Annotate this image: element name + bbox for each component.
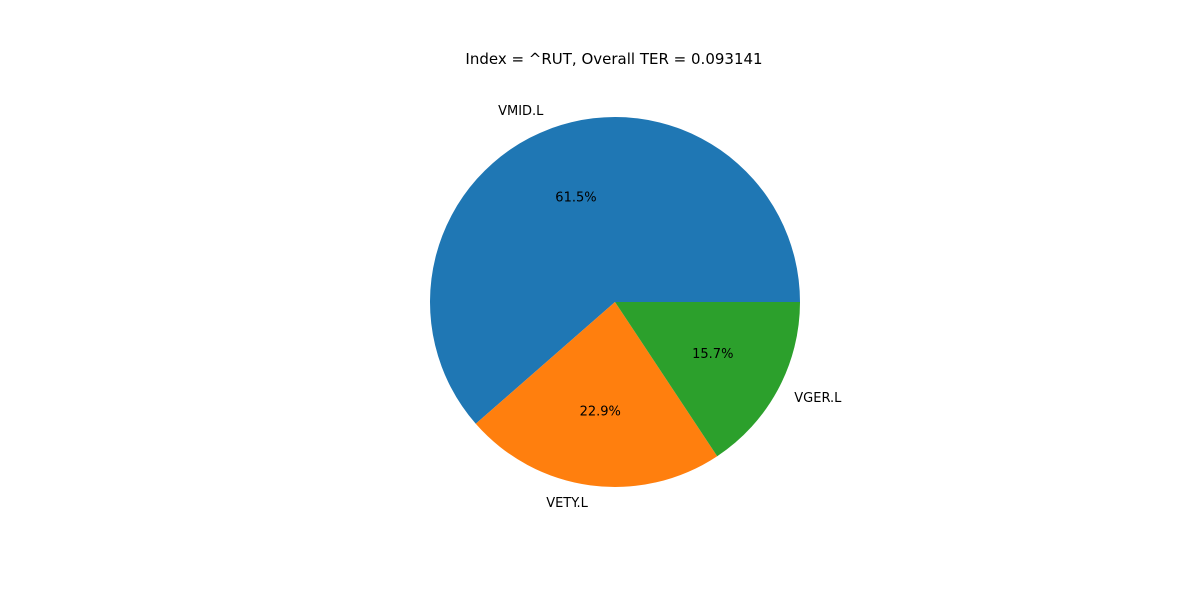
chart-title: Index = ^RUT, Overall TER = 0.093141 — [465, 50, 762, 68]
pie-slice-vmid-l — [430, 117, 800, 424]
pie-slice-vety-l — [475, 302, 718, 487]
slice-label: VETY.L — [546, 496, 588, 511]
slice-label: VMID.L — [498, 104, 544, 119]
slice-percent-label: 61.5% — [555, 191, 596, 206]
pie-slice-vger-l — [615, 302, 800, 457]
pie-labels: VMID.L 61.5% VETY.L 22.9% VGER.L 15.7% — [498, 104, 842, 511]
slice-percent-label: 15.7% — [692, 347, 733, 362]
slice-percent-label: 22.9% — [580, 405, 621, 420]
slice-label: VGER.L — [794, 391, 842, 406]
pie-slices — [430, 117, 800, 487]
